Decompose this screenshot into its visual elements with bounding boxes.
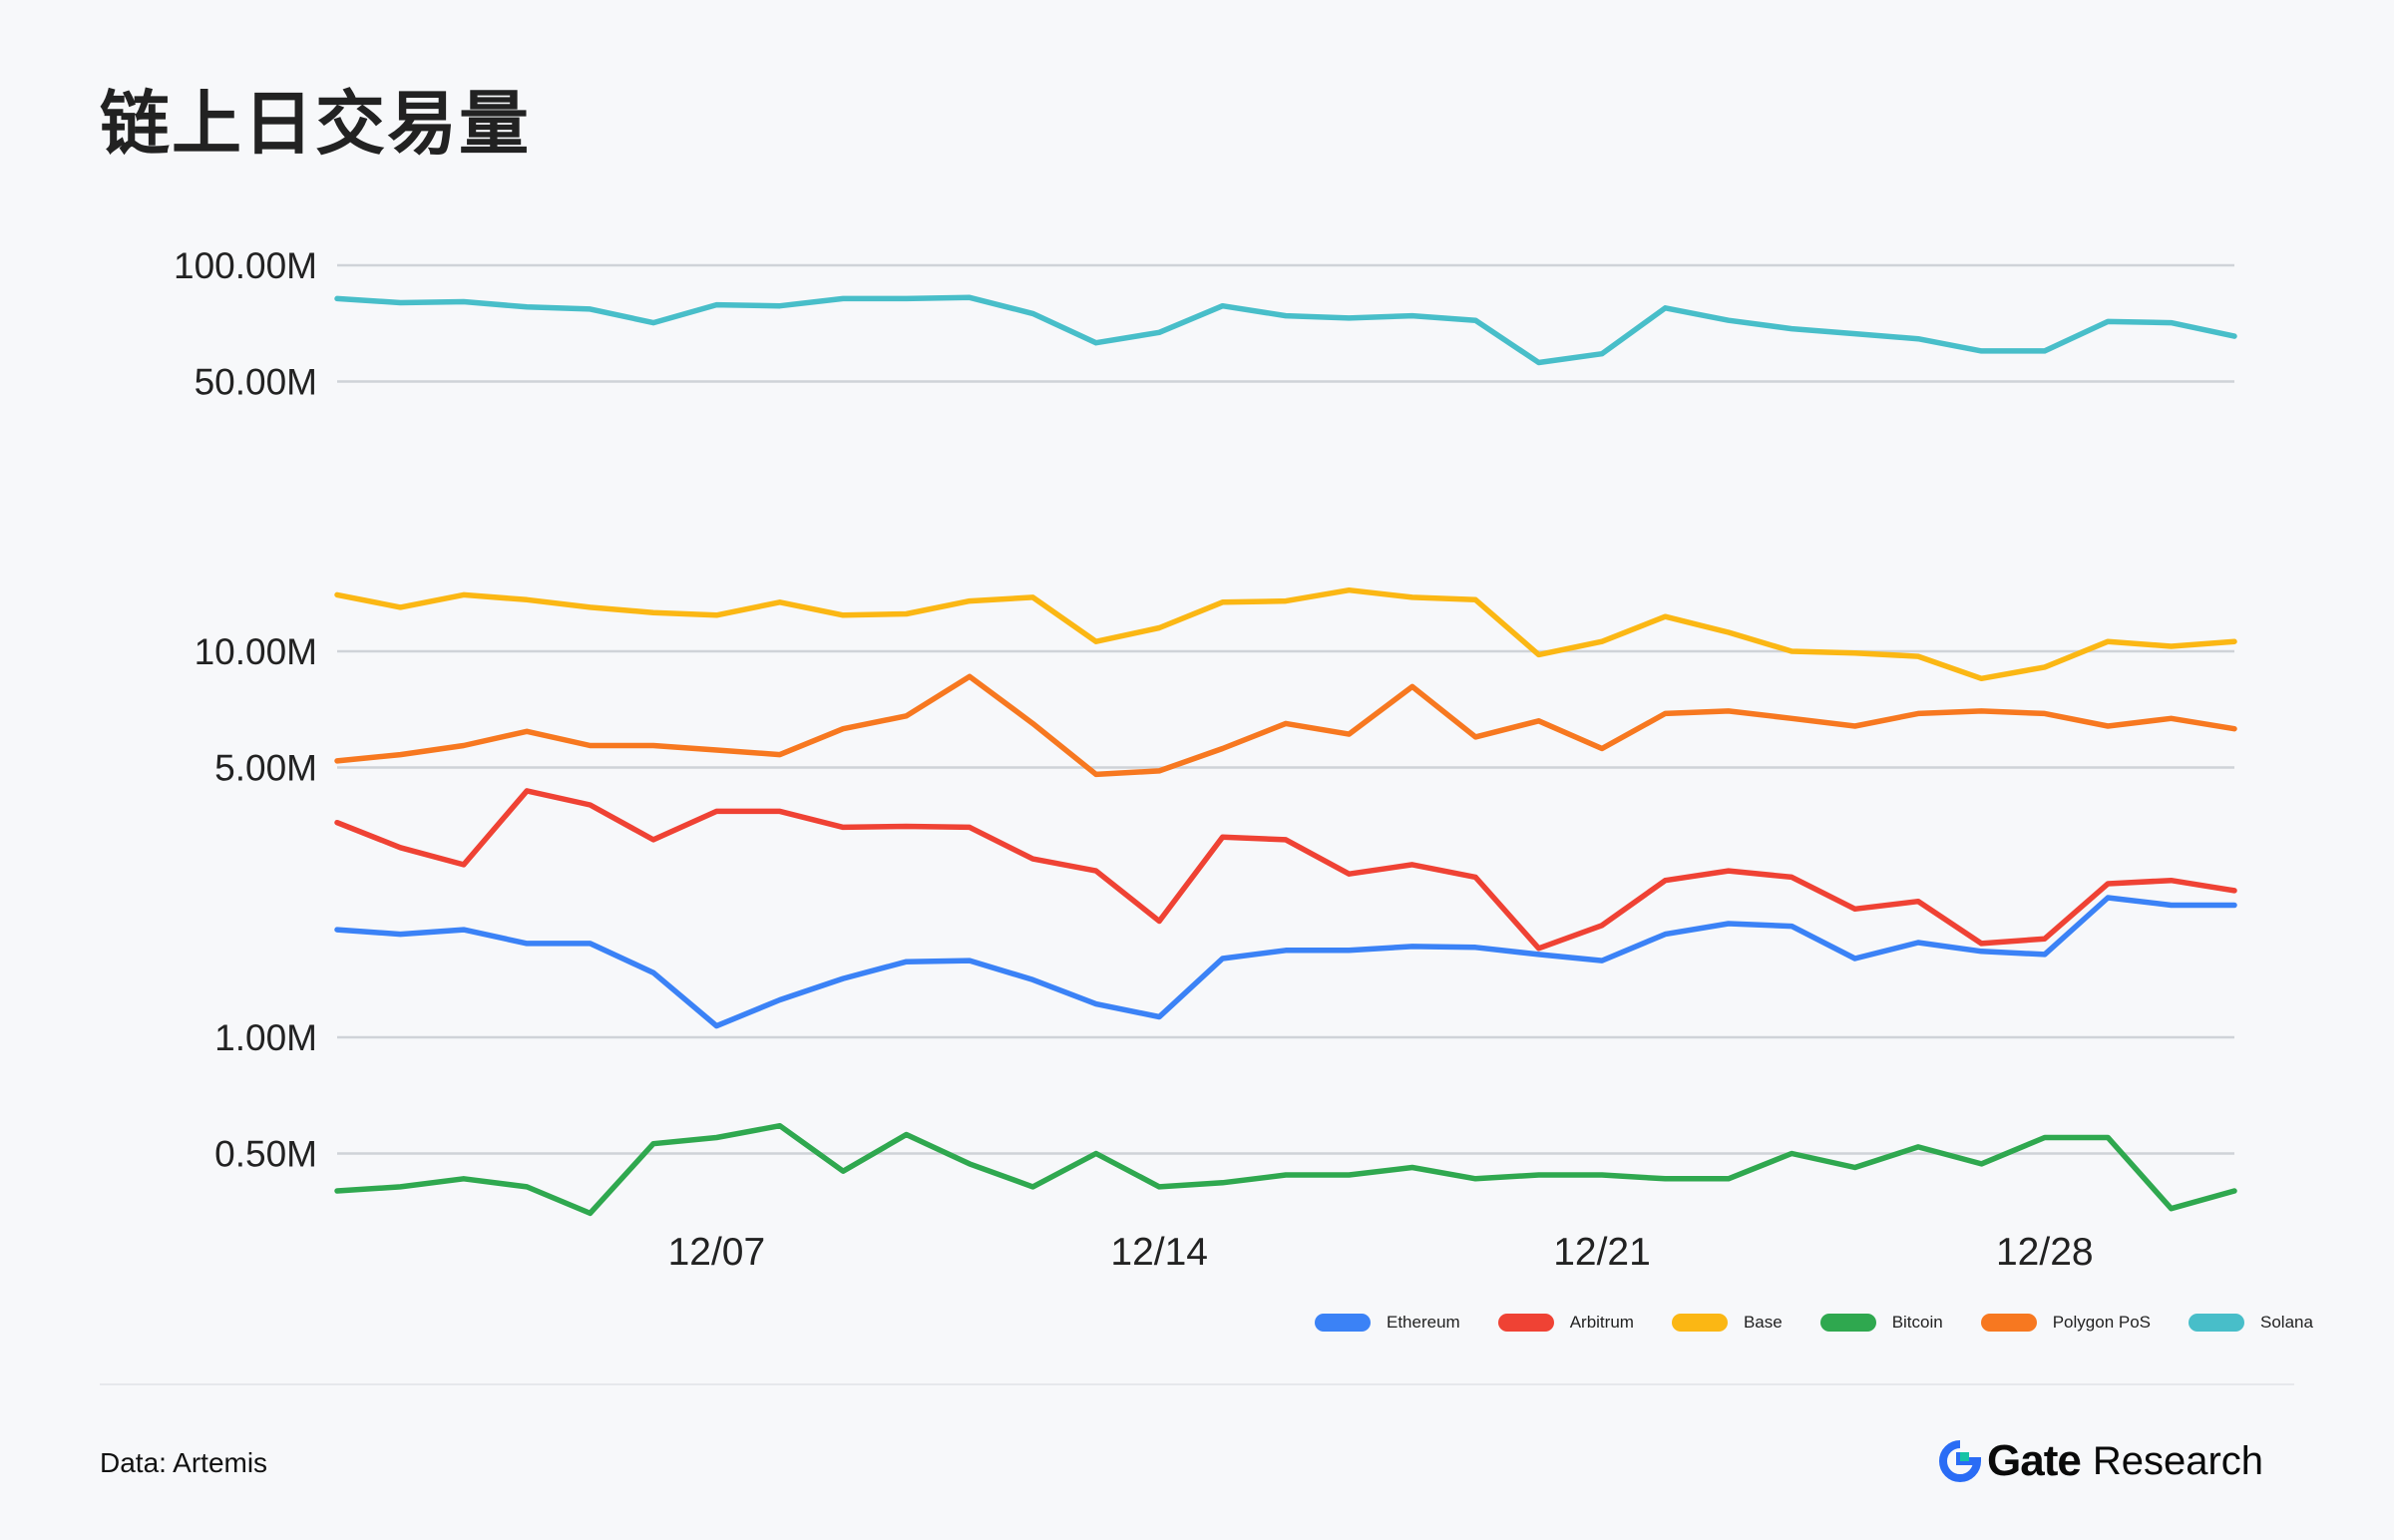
x-tick-label: 12/21: [1553, 1231, 1651, 1274]
legend-label: Bitcoin: [1891, 1313, 1943, 1332]
legend-swatch: [2189, 1314, 2245, 1332]
series-line-solana: [334, 294, 2237, 366]
legend-label: Base: [1743, 1313, 1783, 1332]
legend-label: Ethereum: [1387, 1313, 1460, 1332]
series-lines: [334, 294, 2237, 1217]
x-tick-label: 12/28: [1996, 1231, 2094, 1274]
y-tick-label: 50.00M: [195, 361, 317, 402]
gate-logo-icon: [1939, 1440, 1981, 1482]
legend-item-base: Base: [1671, 1313, 1783, 1333]
brand-logo: Gate Research: [1939, 1436, 2263, 1486]
series-line-ethereum: [334, 895, 2237, 1029]
y-tick-label: 5.00M: [214, 747, 317, 788]
grid-lines: [337, 263, 2234, 1155]
x-tick-label: 12/07: [668, 1231, 766, 1274]
legend-label: Arbitrum: [1569, 1313, 1634, 1332]
legend-swatch: [1819, 1314, 1876, 1332]
legend-item-bitcoin: Bitcoin: [1819, 1313, 1943, 1333]
legend-swatch: [1980, 1314, 2037, 1332]
data-source: Data: Artemis: [100, 1447, 268, 1478]
y-axis-ticks: 100.00M 50.00M 10.00M 5.00M 1.00M 0.50M: [174, 245, 317, 1174]
y-tick-label: 0.50M: [214, 1133, 317, 1174]
legend-item-ethereum: Ethereum: [1315, 1313, 1460, 1333]
x-tick-label: 12/14: [1110, 1231, 1208, 1274]
legend-item-polygon-pos: Polygon PoS: [1980, 1313, 2152, 1333]
y-tick-label: 1.00M: [214, 1017, 317, 1058]
brand-name-bold: Gate: [1987, 1436, 2082, 1485]
legend-item-arbitrum: Arbitrum: [1497, 1313, 1634, 1333]
series-line-bitcoin: [334, 1122, 2237, 1217]
legend-item-solana: Solana: [2189, 1313, 2313, 1333]
y-tick-label: 10.00M: [195, 631, 317, 672]
legend-swatch: [1315, 1314, 1371, 1332]
series-line-arbitrum: [334, 788, 2237, 952]
series-line-base: [334, 586, 2237, 682]
legend-swatch: [1497, 1314, 1554, 1332]
legend-swatch: [1671, 1314, 1728, 1332]
y-tick-label: 100.00M: [174, 245, 317, 286]
footer-divider: [100, 1383, 2294, 1385]
page-title: 链上日交易量: [100, 83, 531, 165]
chart-legend: Ethereum Arbitrum Base Bitcoin Polygon PoS So…: [1315, 1313, 2313, 1333]
brand-name-light: Research: [2092, 1438, 2264, 1483]
legend-label: Polygon PoS: [2052, 1313, 2152, 1332]
x-axis-ticks: 12/07 12/14 12/21 12/28: [668, 1231, 2094, 1274]
series-line-polygon-pos: [334, 673, 2237, 778]
legend-label: Solana: [2260, 1313, 2313, 1332]
